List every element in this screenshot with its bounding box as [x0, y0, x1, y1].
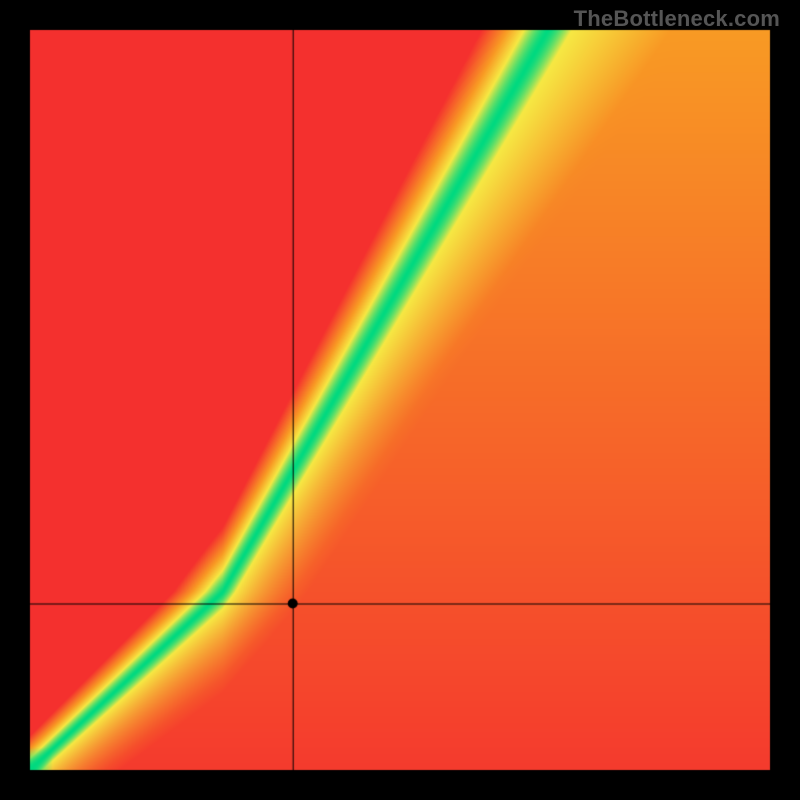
chart-container: TheBottleneck.com — [0, 0, 800, 800]
watermark-text: TheBottleneck.com — [574, 6, 780, 32]
bottleneck-heatmap — [0, 0, 800, 800]
